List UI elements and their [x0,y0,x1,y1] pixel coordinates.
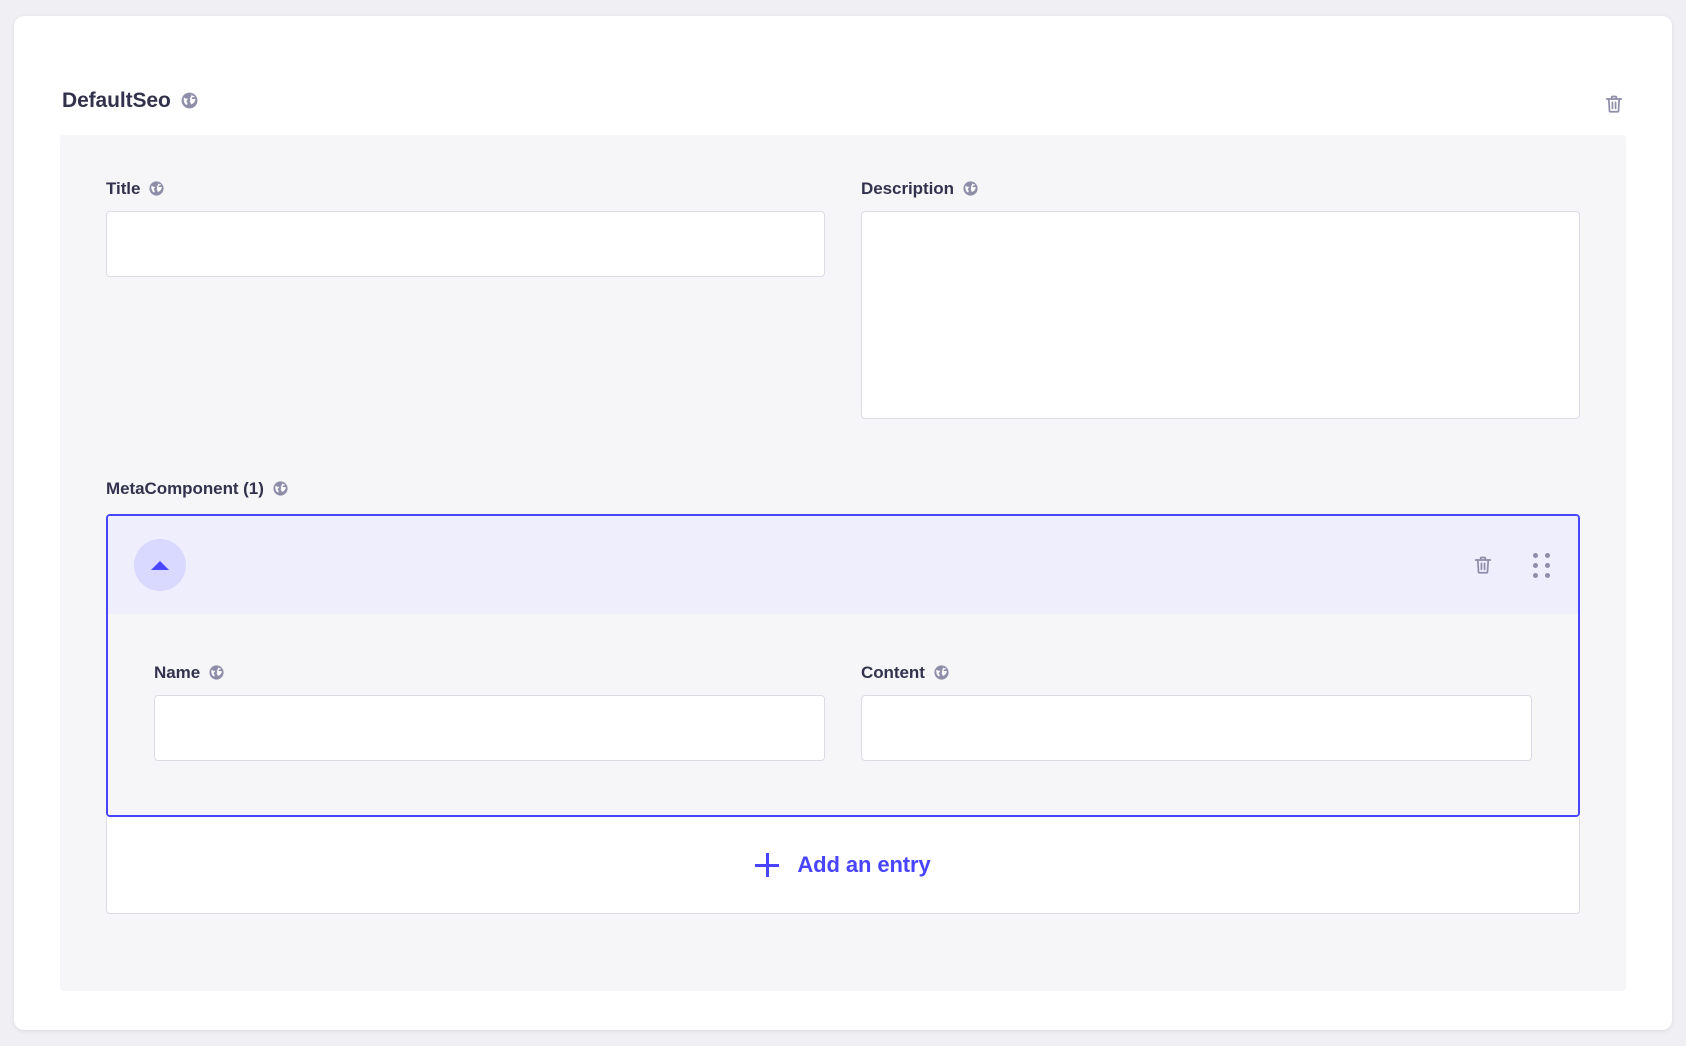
collapse-entry-button[interactable] [134,539,186,591]
title-label: Title [106,180,825,197]
entity-card: DefaultSeo Title [14,16,1672,1030]
component-entry: Name Content [106,514,1580,817]
component-entry-header [108,516,1578,614]
name-input[interactable] [154,695,825,761]
trash-icon [1605,95,1623,113]
page-title-text: DefaultSeo [62,89,171,112]
globe-icon [149,181,164,196]
component-entry-body: Name Content [108,614,1578,815]
component-entry-actions [1469,551,1550,579]
plus-icon [755,853,780,877]
card-header: DefaultSeo [14,16,1672,144]
metacomponent-label: MetaComponent (1) [106,480,1580,497]
field-description: Description [861,180,1580,419]
description-label: Description [861,180,1580,197]
field-content: Content [861,664,1532,761]
delete-entry-button[interactable] [1469,551,1497,579]
description-textarea[interactable] [861,211,1580,419]
globe-icon [209,665,224,680]
content-input[interactable] [861,695,1532,761]
field-title: Title [106,180,825,419]
globe-icon [963,181,978,196]
add-entry-button[interactable]: Add an entry [106,817,1580,914]
title-label-text: Title [106,179,141,198]
globe-icon [181,92,198,109]
trash-icon [1474,556,1492,574]
description-label-text: Description [861,179,954,198]
add-entry-label: Add an entry [797,852,931,877]
name-label-text: Name [154,663,201,682]
metacomponent-label-text: MetaComponent (1) [106,479,264,498]
content-label: Content [861,664,1532,681]
primary-field-row: Title Description [60,135,1626,419]
title-input[interactable] [106,211,825,277]
fields-panel: Title Description [60,135,1626,991]
globe-icon [273,481,288,496]
field-name: Name [154,664,825,761]
globe-icon [934,665,949,680]
drag-handle-icon[interactable] [1533,552,1550,578]
delete-entity-button[interactable] [1598,88,1630,120]
name-label: Name [154,664,825,681]
page-title: DefaultSeo [62,90,199,111]
content-label-text: Content [861,663,925,682]
caret-up-icon [151,560,169,570]
repeatable-component-section: MetaComponent (1) [106,480,1580,914]
